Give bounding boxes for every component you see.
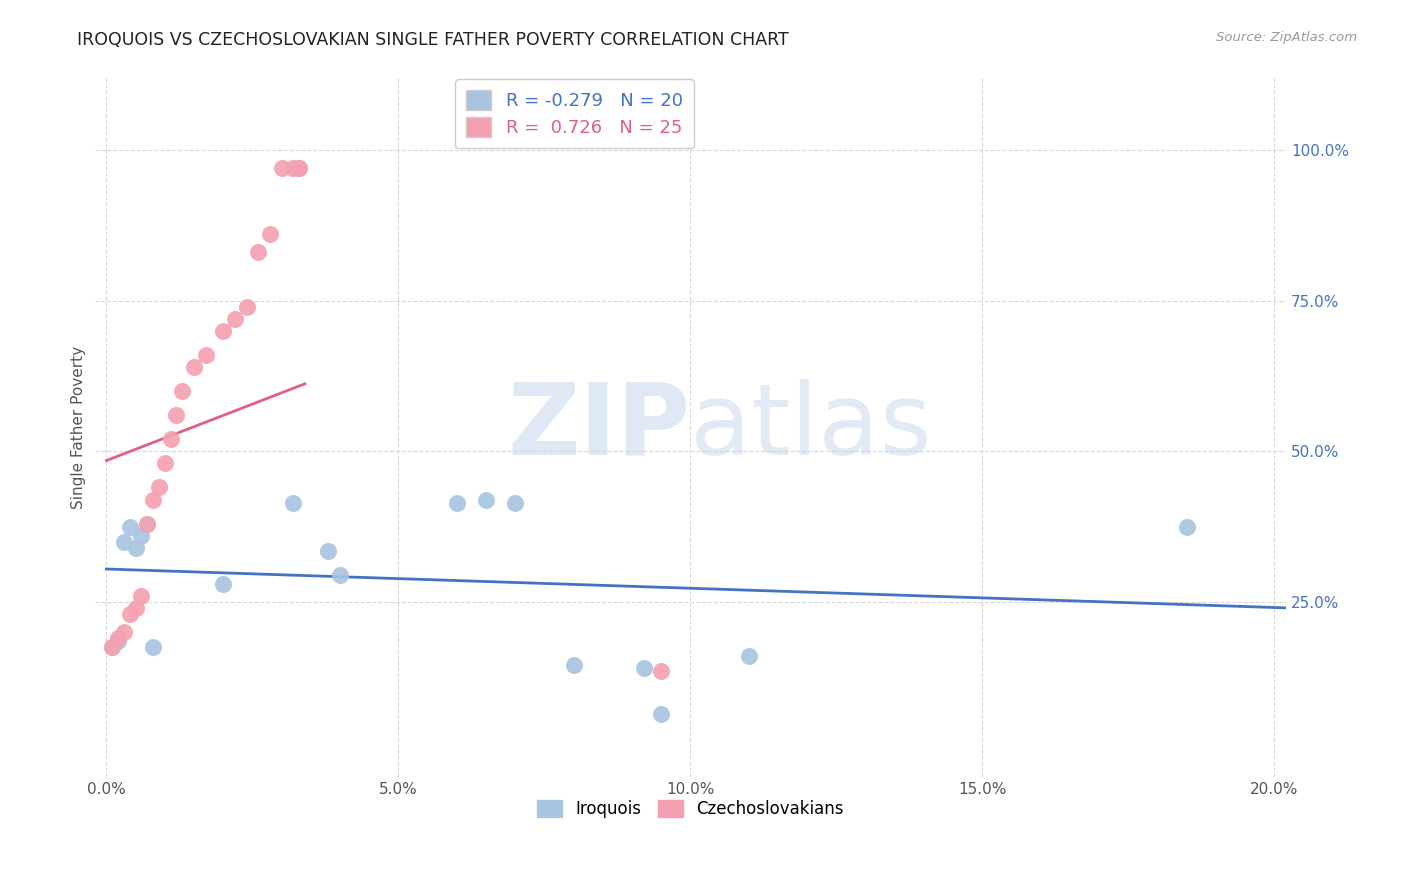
Y-axis label: Single Father Poverty: Single Father Poverty [72,345,86,508]
Point [503,495,526,509]
Point [738,649,761,664]
Point [329,567,352,582]
Text: IROQUOIS VS CZECHOSLOVAKIAN SINGLE FATHER POVERTY CORRELATION CHART: IROQUOIS VS CZECHOSLOVAKIAN SINGLE FATHE… [77,31,789,49]
Point [136,516,159,531]
Point [112,534,135,549]
Point [101,640,124,655]
Point [1175,519,1198,533]
Point [142,640,165,655]
Point [235,300,257,314]
Point [212,324,235,338]
Point [118,607,141,621]
Point [136,516,159,531]
Point [283,495,305,509]
Point [288,161,311,175]
Point [562,658,585,673]
Point [194,348,217,362]
Point [166,408,188,422]
Point [101,640,124,655]
Point [131,529,153,543]
Point [118,519,141,533]
Point [224,311,246,326]
Point [172,384,194,398]
Text: ZIP: ZIP [508,378,690,475]
Point [131,589,153,603]
Point [183,359,205,374]
Text: atlas: atlas [690,378,932,475]
Point [259,227,281,242]
Point [159,432,181,446]
Point [112,625,135,640]
Point [633,661,655,675]
Point [475,492,498,507]
Point [153,456,176,470]
Point [288,161,311,175]
Text: Source: ZipAtlas.com: Source: ZipAtlas.com [1216,31,1357,45]
Point [124,601,146,615]
Point [283,161,305,175]
Legend: Iroquois, Czechoslovakians: Iroquois, Czechoslovakians [530,793,851,824]
Point [247,245,270,260]
Point [316,543,339,558]
Point [650,706,672,721]
Point [148,480,170,494]
Point [107,634,129,648]
Point [212,577,235,591]
Point [142,492,165,507]
Point [124,541,146,555]
Point [270,161,292,175]
Point [107,631,129,645]
Point [650,665,672,679]
Point [446,495,468,509]
